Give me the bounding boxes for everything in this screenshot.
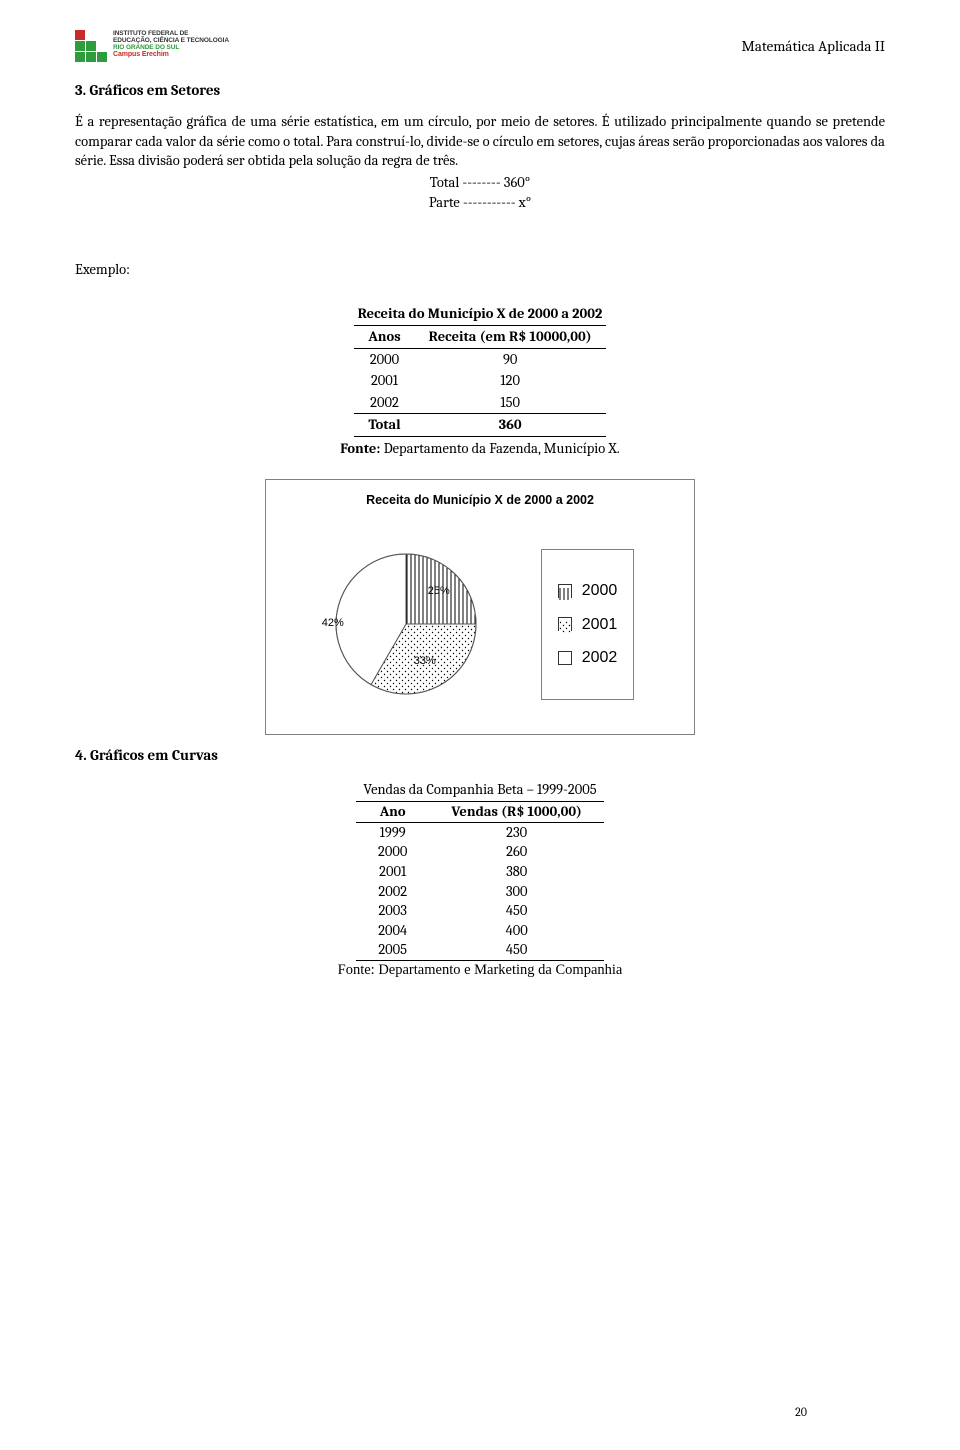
pie-chart: 42% 25% 33% [326, 544, 486, 704]
pie-label-33: 33% [414, 654, 436, 669]
section3-paragraph: É a representação gráfica de uma série e… [75, 112, 885, 171]
pie-label-25: 25% [428, 584, 450, 599]
cell-value: 260 [429, 842, 604, 862]
pie-chart-box: Receita do Município X de 2000 a 2002 [265, 479, 695, 736]
rule-parte: Parte ----------- x° [75, 193, 885, 213]
table-row: 2001 120 [354, 370, 605, 392]
cell-year: 2002 [356, 882, 429, 902]
legend-item: 2002 [558, 647, 618, 669]
institute-logo: INSTITUTO FEDERAL DE EDUCAÇÃO, CIÊNCIA E… [75, 30, 229, 62]
cell-year: 2002 [354, 392, 414, 414]
table-row: 2005450 [356, 940, 604, 960]
legend-swatch-icon [558, 584, 572, 598]
page-header: INSTITUTO FEDERAL DE EDUCAÇÃO, CIÊNCIA E… [75, 30, 885, 62]
cell-year: 2001 [356, 862, 429, 882]
table2-col2: Vendas (R$ 1000,00) [429, 802, 604, 823]
rule-total: Total -------- 360° [75, 173, 885, 193]
institute-line3: RIO GRANDE DO SUL [113, 44, 229, 51]
cell-year: 1999 [356, 822, 429, 842]
institute-line4: Campus Erechim [113, 51, 229, 59]
legend-item: 2001 [558, 614, 618, 636]
table2-fonte: Fonte: Departamento e Marketing da Compa… [285, 961, 675, 981]
table2-title: Vendas da Companhia Beta – 1999-2005 [356, 780, 604, 802]
section4-title: 4. Gráficos em Curvas [75, 745, 885, 765]
cell-value: 450 [429, 901, 604, 921]
cell-year: 2000 [356, 842, 429, 862]
legend-label: 2000 [582, 580, 618, 602]
cell-value: 450 [429, 940, 604, 960]
table1-title: Receita do Município X de 2000 a 2002 [354, 304, 605, 326]
legend-label: 2002 [582, 647, 618, 669]
table-row: 2003450 [356, 901, 604, 921]
cell-year: 2001 [354, 370, 414, 392]
cell-total-label: Total [354, 414, 414, 437]
cell-value: 380 [429, 862, 604, 882]
table-row: 2002 150 [354, 392, 605, 414]
cell-year: 2005 [356, 940, 429, 960]
table-row: 2001380 [356, 862, 604, 882]
cell-value: 400 [429, 921, 604, 941]
legend-swatch-icon [558, 617, 572, 631]
table1-total-row: Total 360 [354, 414, 605, 437]
table-row: 2000 90 [354, 348, 605, 370]
cell-value: 150 [415, 392, 606, 414]
cell-total-value: 360 [415, 414, 606, 437]
table1-wrap: Receita do Município X de 2000 a 2002 An… [265, 304, 695, 459]
legend-label: 2001 [582, 614, 618, 636]
table-row: 1999230 [356, 822, 604, 842]
cell-value: 120 [415, 370, 606, 392]
cell-value: 90 [415, 348, 606, 370]
table1-col2: Receita (em R$ 10000,00) [415, 326, 606, 349]
institute-line2: EDUCAÇÃO, CIÊNCIA E TECNOLOGIA [113, 37, 229, 44]
table2-col1: Ano [356, 802, 429, 823]
section3-title: 3. Gráficos em Setores [75, 80, 885, 100]
table2-wrap: Vendas da Companhia Beta – 1999-2005 Ano… [285, 780, 675, 981]
table1-col1: Anos [354, 326, 414, 349]
cell-value: 300 [429, 882, 604, 902]
course-title: Matemática Aplicada II [742, 30, 885, 56]
logo-blocks-icon [75, 30, 107, 62]
cell-year: 2000 [354, 348, 414, 370]
chart-title: Receita do Município X de 2000 a 2002 [284, 492, 676, 509]
page-number: 20 [795, 1404, 807, 1420]
cell-value: 230 [429, 822, 604, 842]
table-row: 2004400 [356, 921, 604, 941]
chart-legend: 2000 2001 2002 [541, 549, 635, 700]
pie-svg-icon [326, 544, 486, 704]
table-row: 2002300 [356, 882, 604, 902]
table1: Receita do Município X de 2000 a 2002 An… [354, 304, 605, 437]
institute-name: INSTITUTO FEDERAL DE EDUCAÇÃO, CIÊNCIA E… [113, 30, 229, 59]
cell-year: 2004 [356, 921, 429, 941]
table1-fonte: Fonte: Departamento da Fazenda, Municípi… [265, 439, 695, 459]
legend-item: 2000 [558, 580, 618, 602]
table-row: 2000260 [356, 842, 604, 862]
cell-year: 2003 [356, 901, 429, 921]
fonte-text: Departamento da Fazenda, Município X. [384, 440, 620, 457]
pie-label-42: 42% [322, 616, 344, 631]
example-label: Exemplo: [75, 260, 885, 280]
table2: Vendas da Companhia Beta – 1999-2005 Ano… [356, 780, 604, 961]
legend-swatch-icon [558, 651, 572, 665]
